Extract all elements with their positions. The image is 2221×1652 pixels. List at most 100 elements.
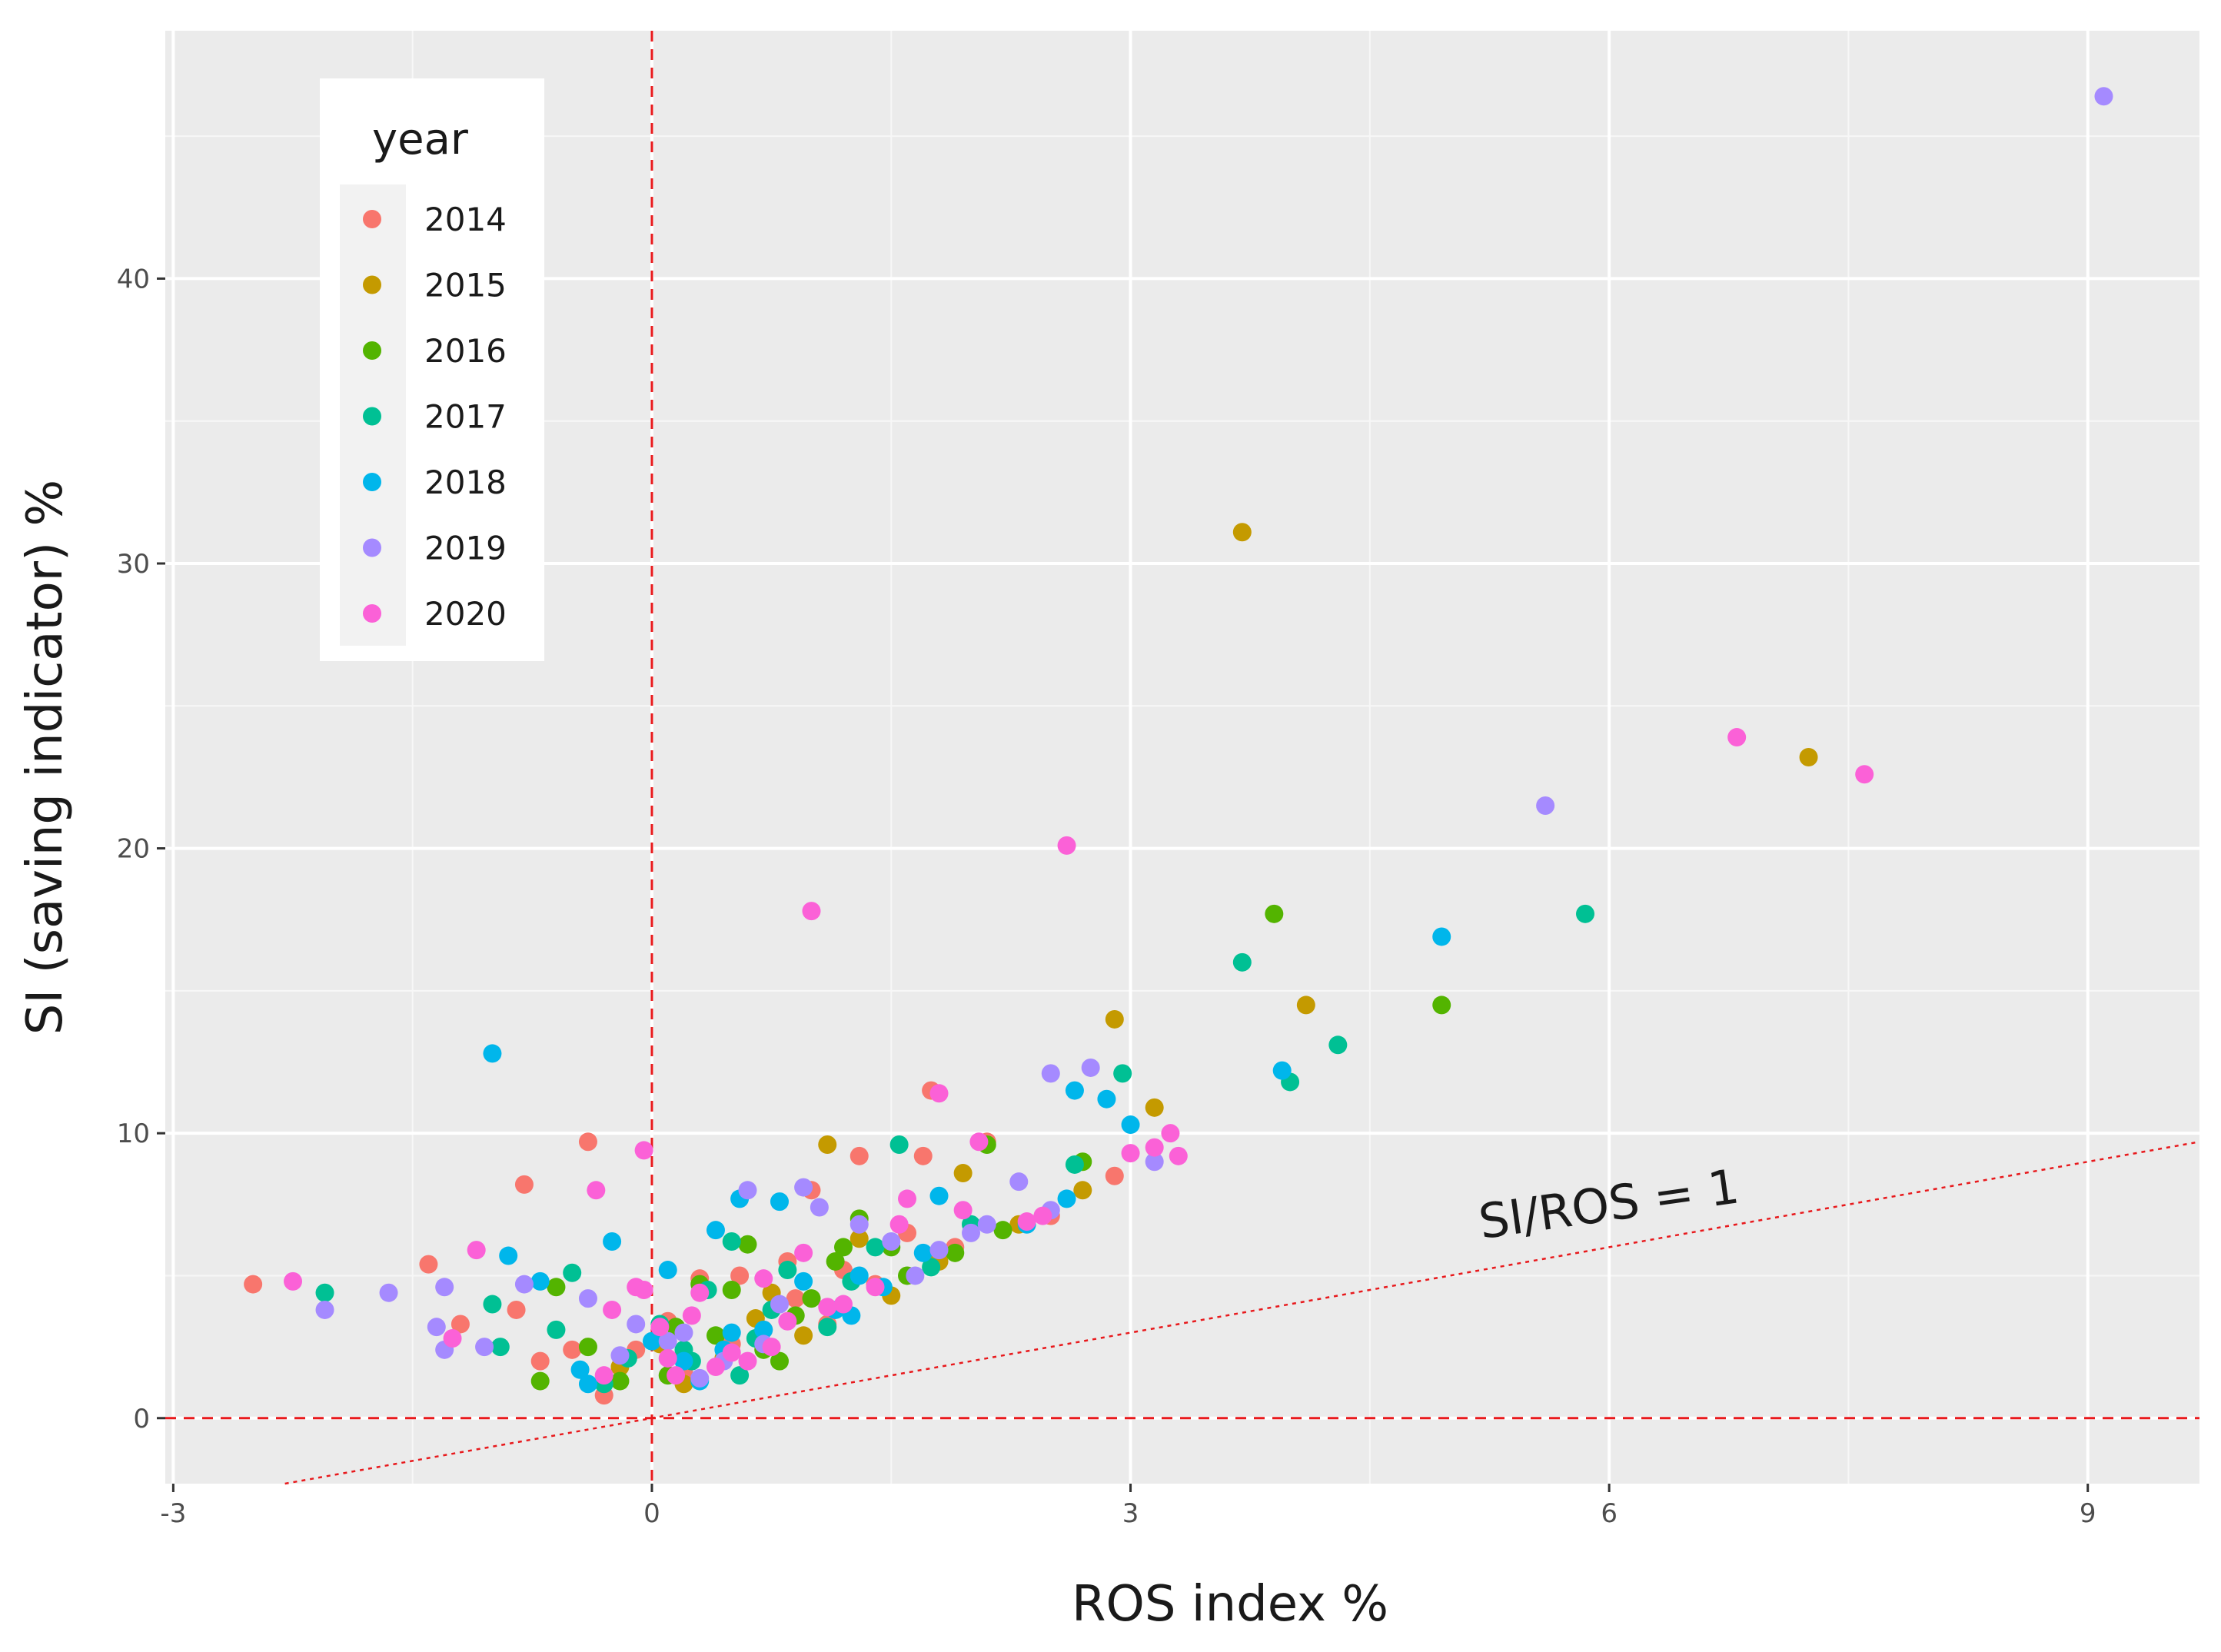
y-tick-label: 30 [117,549,150,580]
point-2016 [530,1371,550,1391]
point-2020 [818,1298,837,1317]
point-2019 [738,1181,757,1200]
point-2020 [634,1141,653,1160]
point-2016 [993,1221,1012,1240]
point-2020 [1161,1124,1180,1143]
point-2016 [722,1281,741,1299]
point-2018 [770,1192,789,1212]
point-2019 [658,1331,677,1351]
legend-key-2019 [363,538,381,557]
point-2018 [578,1374,597,1394]
point-2018 [1121,1115,1140,1135]
reference-lines [165,31,2200,1485]
point-2015 [1232,523,1252,542]
point-2018 [674,1351,693,1371]
point-2020 [802,902,821,921]
point-2019 [315,1300,334,1319]
legend-label-2017: 2017 [424,398,507,436]
point-2018 [722,1323,741,1342]
point-2018 [929,1186,949,1205]
point-2018 [1097,1089,1116,1109]
point-2015 [1105,1009,1124,1029]
point-2016 [946,1243,965,1262]
point-2019 [929,1241,949,1260]
point-2020 [969,1132,989,1152]
legend-label-2014: 2014 [424,201,507,238]
point-2020 [1121,1144,1140,1163]
point-2020 [889,1215,909,1234]
point-2016 [834,1238,853,1257]
y-tick-label: 0 [133,1404,150,1434]
legend-label-2018: 2018 [424,464,507,501]
point-2015 [1073,1181,1092,1200]
point-2016 [802,1289,821,1308]
point-2015 [794,1326,813,1345]
x-tick-label: 0 [643,1498,660,1529]
point-2017 [818,1318,837,1337]
point-2020 [794,1243,813,1262]
point-2020 [1033,1206,1052,1225]
legend-key-2017 [363,407,381,426]
point-2020 [587,1181,606,1200]
point-2018 [794,1271,813,1291]
y-axis-title: SI (saving indicator) % [17,480,74,1035]
point-2018 [642,1331,661,1351]
y-tick-label: 10 [117,1119,150,1149]
point-2019 [906,1266,925,1285]
point-2015 [849,1229,869,1248]
point-2014 [419,1255,438,1274]
point-2018 [658,1261,677,1280]
point-2018 [754,1320,773,1339]
point-2019 [674,1323,693,1342]
point-2018 [530,1271,550,1291]
point-2016 [610,1371,630,1391]
point-2019 [475,1338,494,1357]
point-2016 [770,1351,789,1371]
point-2018 [1432,927,1451,946]
legend-key-2018 [363,473,381,491]
point-2014 [530,1351,550,1371]
point-2020 [467,1241,486,1260]
x-axis-title: ROS index % [1072,1576,1388,1633]
point-2019 [977,1215,996,1234]
point-2014 [244,1275,263,1294]
point-2020 [898,1189,917,1208]
point-2017 [1232,952,1252,972]
point-2018 [913,1243,933,1262]
legend-label-2016: 2016 [424,332,507,370]
point-2016 [1265,904,1284,923]
legend-key-2020 [363,604,381,623]
x-tick-label: 6 [1601,1498,1618,1529]
point-2019 [627,1315,646,1334]
point-2018 [706,1221,725,1240]
legend-label-2020: 2020 [424,595,507,633]
point-2016 [1432,996,1451,1015]
y-tick-label: 20 [117,834,150,865]
point-2019 [427,1318,446,1337]
series-2020 [284,728,1874,1385]
point-2020 [690,1283,710,1302]
point-2018 [570,1360,590,1379]
point-2014 [1105,1166,1124,1185]
point-2020 [284,1271,303,1291]
point-2015 [953,1164,973,1183]
point-2019 [1536,796,1555,815]
point-2018 [483,1044,502,1063]
point-2015 [1296,996,1315,1015]
point-2014 [563,1340,582,1359]
point-2020 [667,1366,686,1385]
point-2017 [722,1232,741,1251]
point-2018 [1272,1061,1292,1080]
point-2017 [1328,1035,1348,1055]
point-2016 [547,1278,566,1297]
point-2019 [379,1283,398,1302]
point-2019 [1041,1064,1060,1083]
point-2016 [826,1251,845,1271]
point-2014 [849,1146,869,1165]
point-2017 [563,1263,582,1282]
point-2020 [658,1348,677,1368]
point-2017 [778,1261,797,1280]
point-2020 [1057,836,1076,855]
point-2019 [435,1278,454,1297]
